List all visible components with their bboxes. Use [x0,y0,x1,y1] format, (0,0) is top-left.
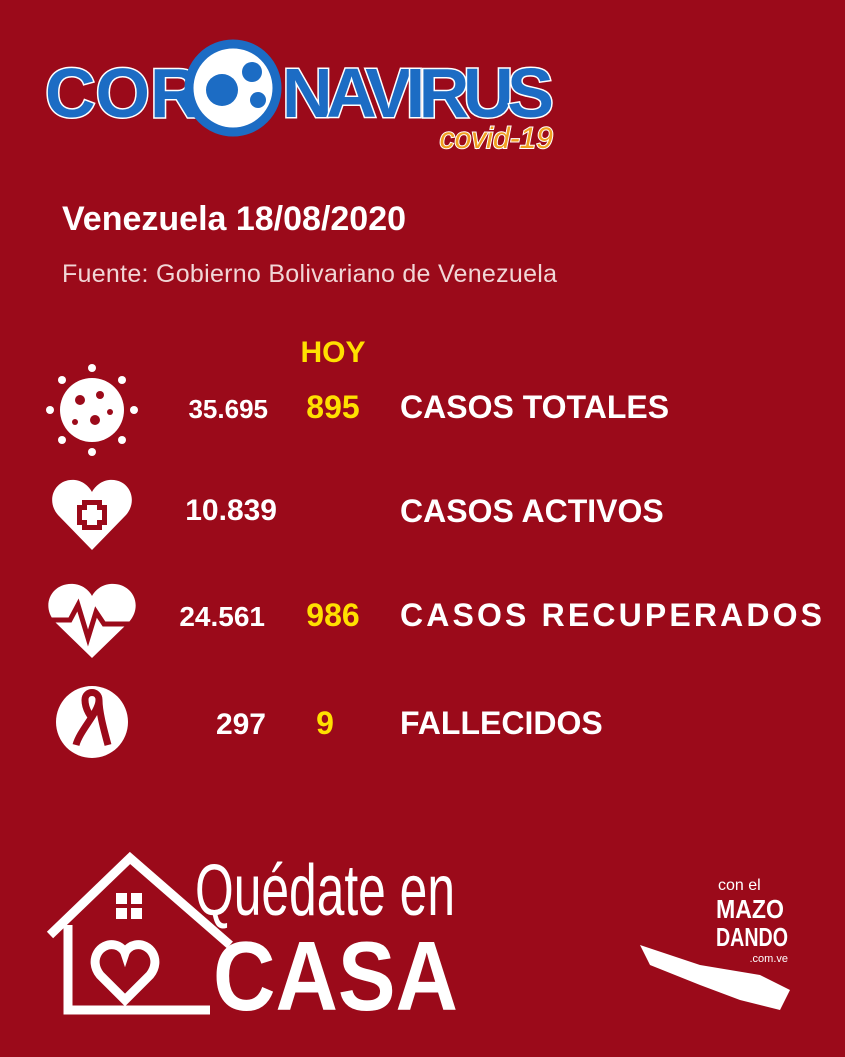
logo: COR NAVIRUS covid-19 [44,39,556,156]
virus-icon [46,364,138,456]
today-label: HOY [300,336,365,369]
heart-plus-icon [52,479,132,550]
logo-left: COR [45,54,201,132]
brand-line2: MAZO [716,894,784,924]
logo-subtitle: covid-19 [440,122,554,155]
logo-right: NAVIRUS [282,54,554,132]
brand-hand [640,945,790,1010]
today: 9 [316,705,334,741]
window-icon [116,893,142,919]
house-icon [46,851,233,1015]
total: 35.695 [188,394,268,424]
title: Venezuela 18/08/2020 [62,200,406,238]
heartbeat-icon [48,583,138,658]
brand: con el MAZO DANDO .com.ve [640,877,790,1010]
row-label: CASOS RECUPERADOS [400,597,822,633]
brand-line3: DANDO [716,922,788,952]
logo-virus [242,62,262,82]
total: 10.839 [185,494,277,527]
today: 986 [306,597,359,633]
total: 24.561 [179,601,265,632]
source: Fuente: Gobierno Bolivariano de Venezuel… [62,260,557,288]
brand-line1: con el [718,877,761,894]
ribbon-icon [56,686,128,758]
footer-line1: Quédate en [195,851,455,931]
brand-line4: .com.ve [749,953,788,965]
logo-virus [250,92,266,108]
logo-virus [206,74,238,106]
today: 895 [306,389,359,425]
row-label: CASOS ACTIVOS [400,493,664,529]
total: 297 [216,708,266,741]
row-label: FALLECIDOS [400,705,603,741]
row-label: CASOS TOTALES [400,389,669,425]
footer-line2: CASA [213,921,458,1031]
